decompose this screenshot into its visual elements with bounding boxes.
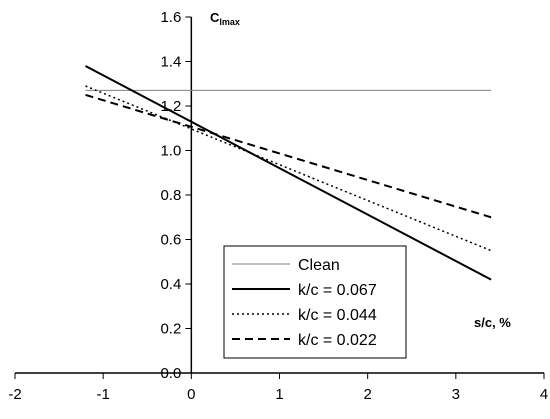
y-tick-label: 1.4 (160, 54, 181, 71)
legend-label-3: k/c = 0.044 (298, 307, 377, 324)
legend-label-4: k/c = 0.022 (298, 332, 377, 349)
y-tick-label: 1.0 (160, 143, 181, 160)
x-tick-label: -2 (8, 386, 21, 403)
y-tick-label: 0.6 (160, 232, 181, 249)
legend-label-2: k/c = 0.067 (298, 282, 377, 299)
x-axis-label: s/c, % (474, 315, 511, 330)
axes: -2 -1 0 1 2 3 4 0.0 0.2 0.4 0.6 0.8 1.0 1.2 1.4 1.6 (8, 9, 548, 403)
series-line-4 (85, 93, 492, 219)
series-line-2 (85, 65, 492, 281)
y-tick-label: 0.4 (160, 276, 181, 293)
legend-label-1: Clean (298, 257, 340, 274)
y-axis-label: Clmax (210, 10, 240, 27)
y-tick-label: 0.2 (160, 321, 181, 338)
series-line-3 (85, 85, 492, 252)
x-tick-label: 3 (452, 386, 460, 403)
x-tick-label: 1 (275, 386, 283, 403)
x-tick-label: 0 (187, 386, 195, 403)
axis-labels: Clmax s/c, % (210, 10, 511, 330)
series-layer (85, 65, 492, 281)
x-tick-label: -1 (96, 386, 109, 403)
x-tick-label: 4 (540, 386, 548, 403)
y-tick-label: 0.8 (160, 187, 181, 204)
y-tick-label: 1.2 (160, 98, 181, 115)
legend: Clean k/c = 0.067 k/c = 0.044 k/c = 0.022 (223, 245, 407, 359)
y-tick-label: 1.6 (160, 9, 181, 26)
x-tick-label: 2 (363, 386, 371, 403)
legend-box (223, 245, 407, 359)
y-tick-label: 0.0 (160, 365, 181, 382)
